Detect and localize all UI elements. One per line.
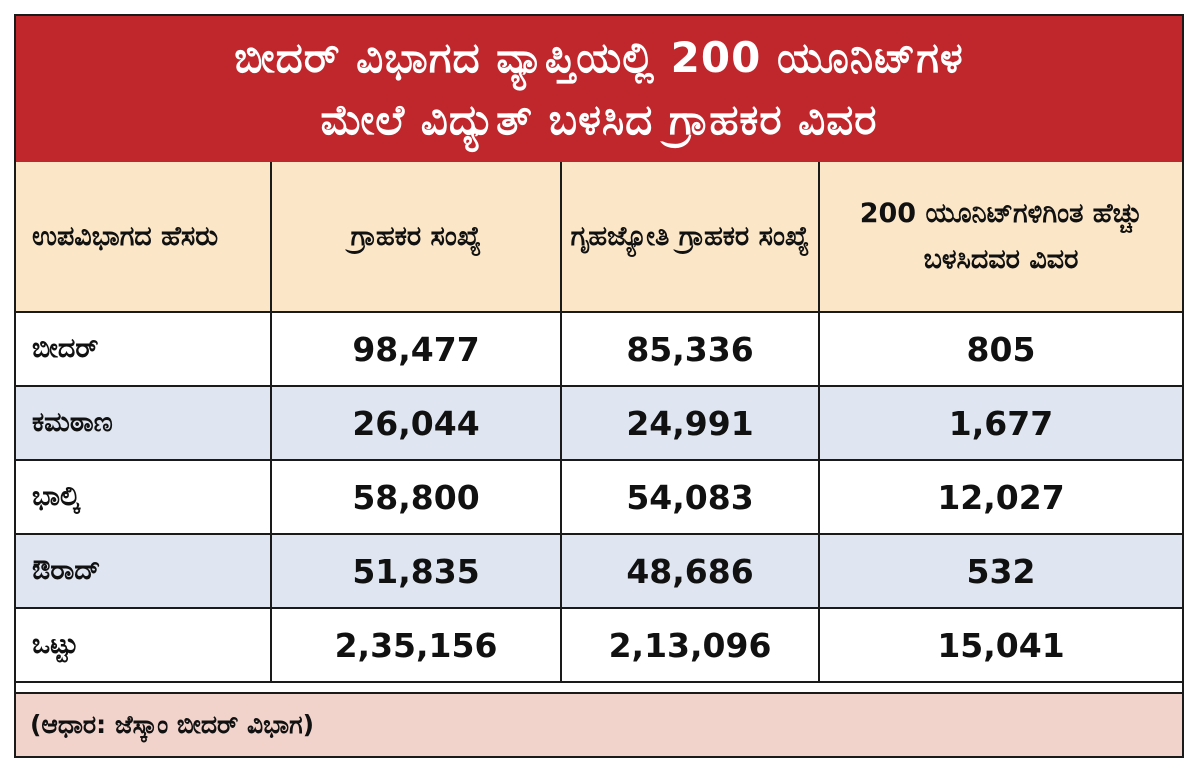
row-name: ಭಾಲ್ಕಿ (16, 459, 272, 535)
cell-gruhajyothi: 48,686 (560, 533, 820, 609)
table-row-total: ಒಟ್ಟು 2,35,156 2,13,096 15,041 (16, 607, 1182, 683)
title-band: ಬೀದರ್ ವಿಭಾಗದ ವ್ಯಾಪ್ತಿಯಲ್ಲಿ 200 ಯೂನಿಟ್‌ಗಳ… (16, 16, 1182, 164)
row-name: ಒಟ್ಟು (16, 607, 272, 683)
row-name: ಔರಾದ್ (16, 533, 272, 609)
table-row: ಬೀದರ್ 98,477 85,336 805 (16, 311, 1182, 387)
row-name: ಕಮಠಾಣ (16, 385, 272, 461)
cell-gruhajyothi: 85,336 (560, 311, 820, 387)
cell-over200: 15,041 (818, 607, 1182, 683)
cell-gruhajyothi: 2,13,096 (560, 607, 820, 683)
cell-over200: 805 (818, 311, 1182, 387)
cell-over200: 12,027 (818, 459, 1182, 535)
infographic-table: ಬೀದರ್ ವಿಭಾಗದ ವ್ಯಾಪ್ತಿಯಲ್ಲಿ 200 ಯೂನಿಟ್‌ಗಳ… (14, 14, 1184, 758)
data-table: ಉಪವಿಭಾಗದ ಹೆಸರು ಗ್ರಾಹಕರ ಸಂಖ್ಯೆ ಗೃಹಜ್ಯೋತಿ … (16, 162, 1182, 683)
cell-over200: 1,677 (818, 385, 1182, 461)
cell-consumers: 98,477 (270, 311, 562, 387)
table-row: ಕಮಠಾಣ 26,044 24,991 1,677 (16, 385, 1182, 461)
table-row: ಔರಾದ್ 51,835 48,686 532 (16, 533, 1182, 609)
cell-consumers: 2,35,156 (270, 607, 562, 683)
cell-over200: 532 (818, 533, 1182, 609)
cell-gruhajyothi: 24,991 (560, 385, 820, 461)
cell-consumers: 58,800 (270, 459, 562, 535)
column-header-consumers: ಗ್ರಾಹಕರ ಸಂಖ್ಯೆ (270, 162, 562, 313)
title-line-1: ಬೀದರ್ ವಿಭಾಗದ ವ್ಯಾಪ್ತಿಯಲ್ಲಿ 200 ಯೂನಿಟ್‌ಗಳ (234, 33, 964, 82)
table-row: ಭಾಲ್ಕಿ 58,800 54,083 12,027 (16, 459, 1182, 535)
cell-consumers: 26,044 (270, 385, 562, 461)
cell-gruhajyothi: 54,083 (560, 459, 820, 535)
title-line-2: ಮೇಲೆ ವಿದ್ಯುತ್ ಬಳಸಿದ ಗ್ರಾಹಕರ ವಿವರ (320, 95, 878, 144)
column-header-gruhajyothi: ಗೃಹಜ್ಯೋತಿ ಗ್ರಾಹಕರ ಸಂಖ್ಯೆ (560, 162, 820, 313)
table-header-row: ಉಪವಿಭಾಗದ ಹೆಸರು ಗ್ರಾಹಕರ ಸಂಖ್ಯೆ ಗೃಹಜ್ಯೋತಿ … (16, 162, 1182, 313)
cell-consumers: 51,835 (270, 533, 562, 609)
source-note: (ಆಧಾರ: ಜೆಸ್ಕಾಂ ಬೀದರ್ ವಿಭಾಗ) (16, 692, 1182, 756)
column-header-over200: 200 ಯೂನಿಟ್‌ಗಳಿಗಿಂತ ಹೆಚ್ಚು ಬಳಸಿದವರ ವಿವರ (818, 162, 1182, 313)
column-header-subdivision: ಉಪವಿಭಾಗದ ಹೆಸರು (16, 162, 272, 313)
row-name: ಬೀದರ್ (16, 311, 272, 387)
